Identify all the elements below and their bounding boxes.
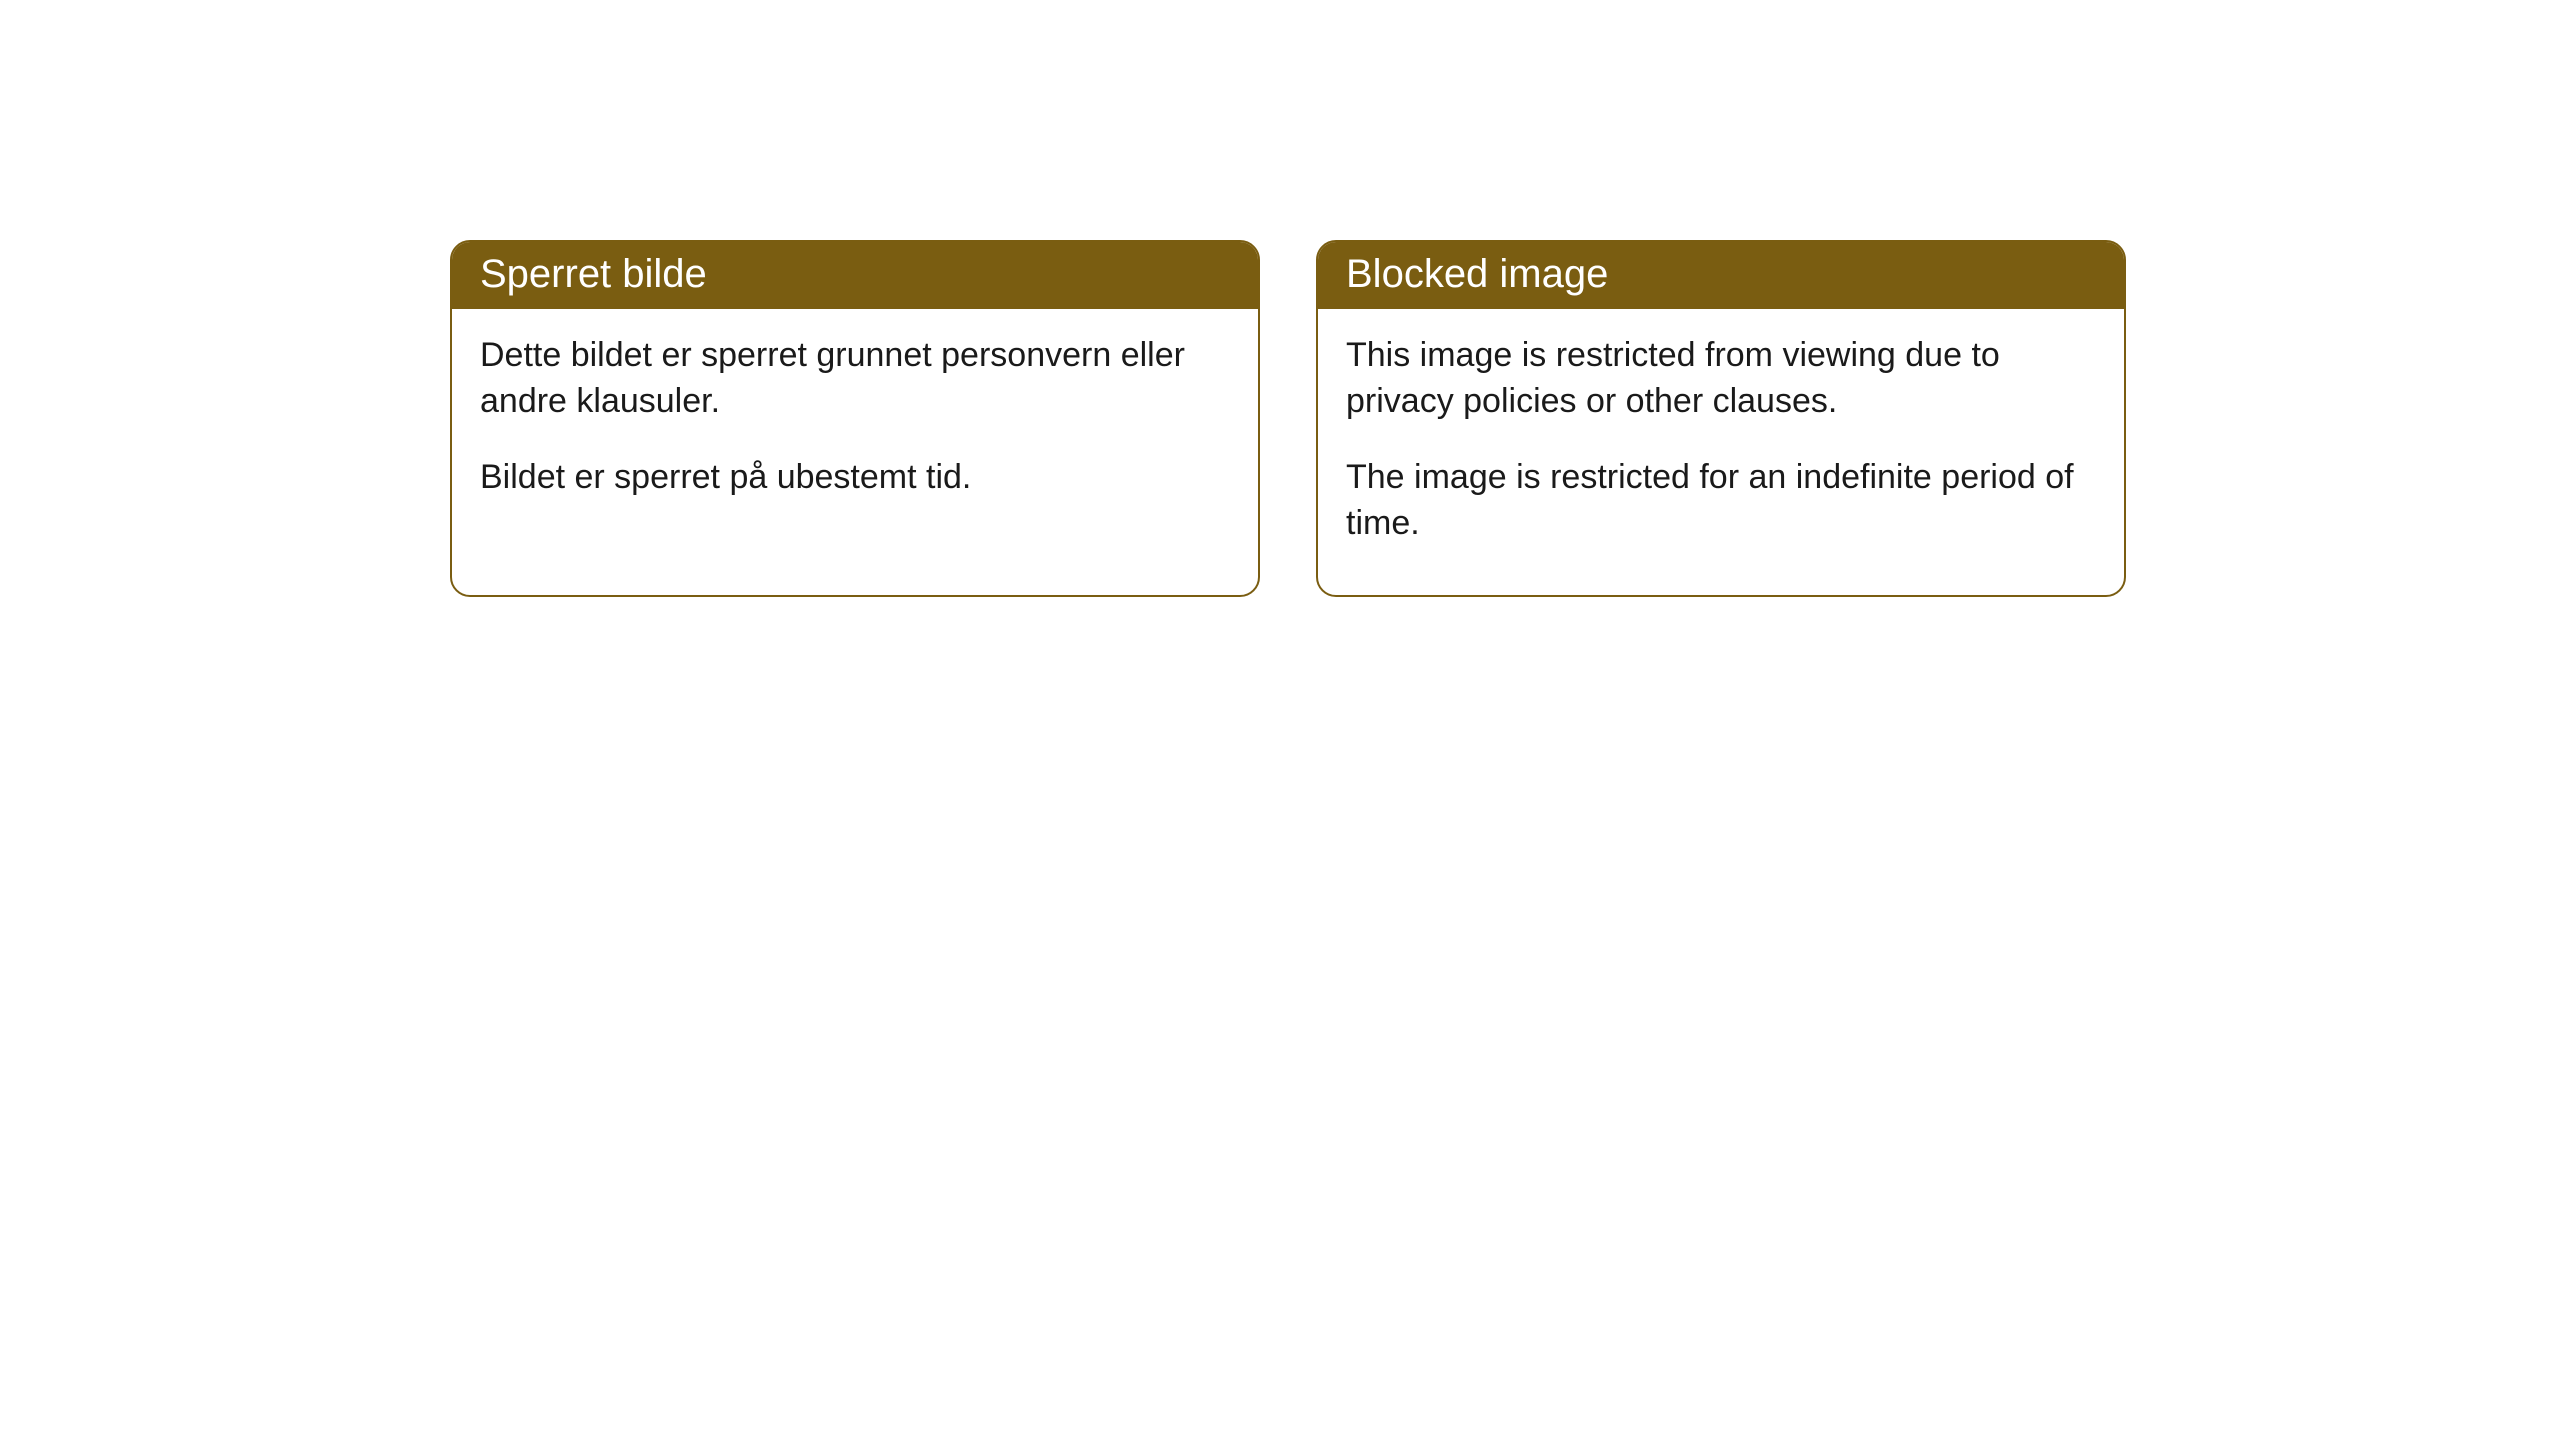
notice-text-line-1: This image is restricted from viewing du… bbox=[1346, 333, 2096, 425]
notice-text-line-1: Dette bildet er sperret grunnet personve… bbox=[480, 333, 1230, 425]
notice-card-norwegian: Sperret bilde Dette bildet er sperret gr… bbox=[450, 240, 1260, 597]
notice-text-line-2: Bildet er sperret på ubestemt tid. bbox=[480, 455, 1230, 501]
notice-body-norwegian: Dette bildet er sperret grunnet personve… bbox=[452, 309, 1258, 549]
notice-title: Blocked image bbox=[1346, 252, 1608, 296]
notice-cards-container: Sperret bilde Dette bildet er sperret gr… bbox=[450, 240, 2126, 597]
notice-title: Sperret bilde bbox=[480, 252, 707, 296]
notice-header-english: Blocked image bbox=[1318, 242, 2124, 309]
notice-body-english: This image is restricted from viewing du… bbox=[1318, 309, 2124, 595]
notice-header-norwegian: Sperret bilde bbox=[452, 242, 1258, 309]
notice-text-line-2: The image is restricted for an indefinit… bbox=[1346, 455, 2096, 547]
notice-card-english: Blocked image This image is restricted f… bbox=[1316, 240, 2126, 597]
